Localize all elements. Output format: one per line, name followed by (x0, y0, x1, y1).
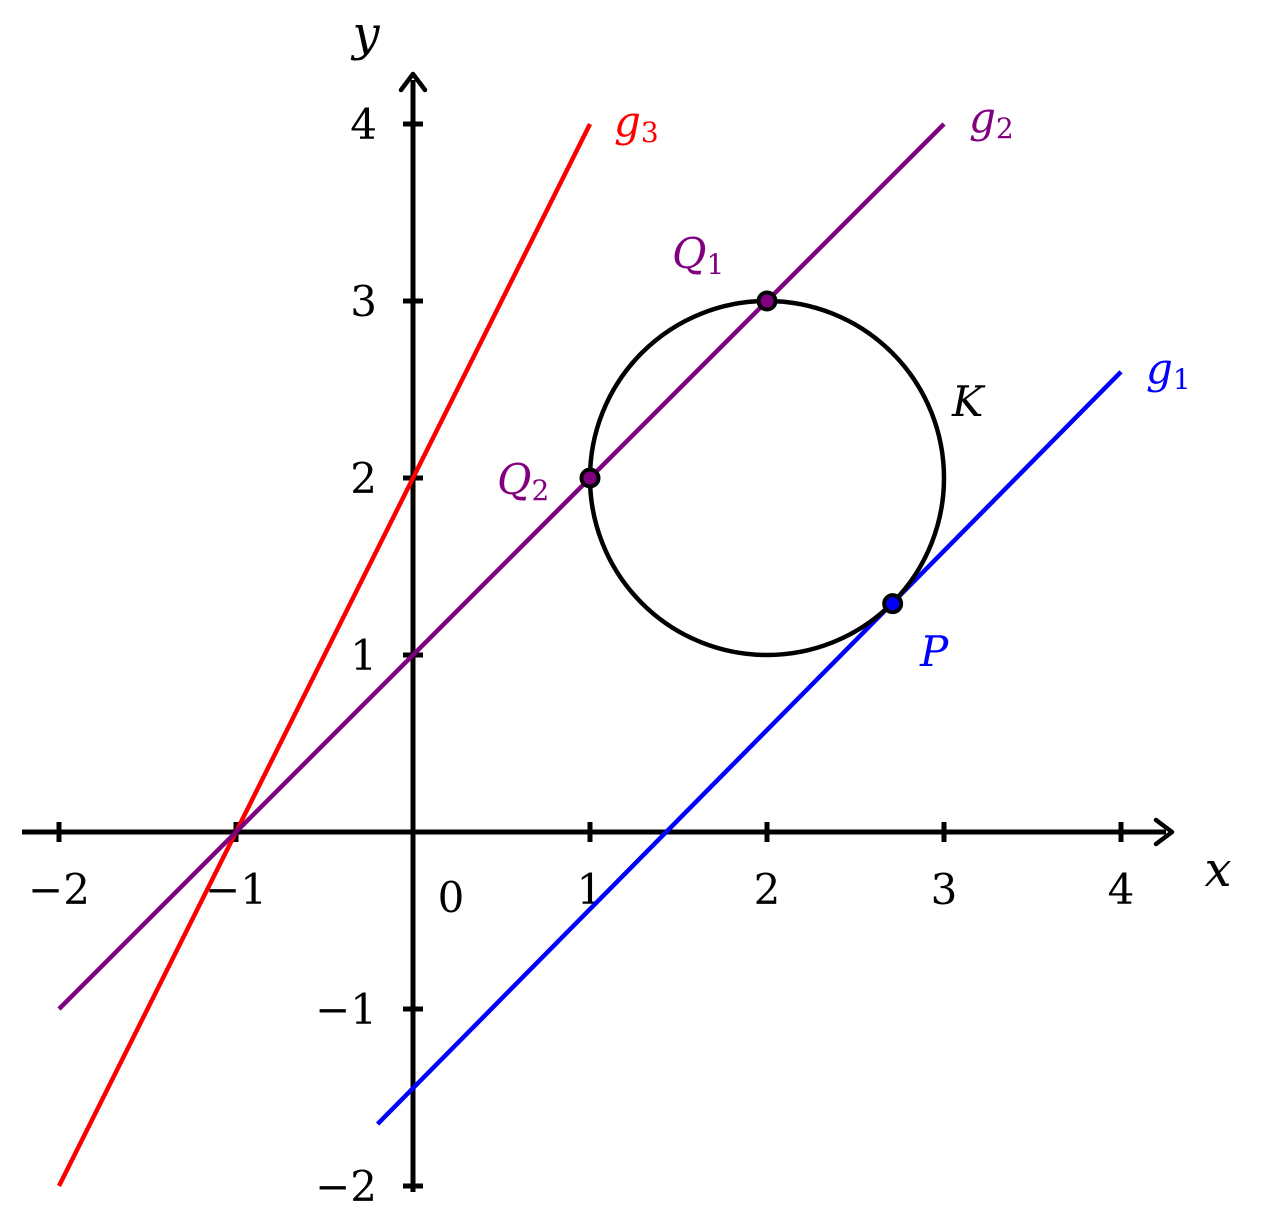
y-axis-arrowhead (398, 71, 428, 93)
label-q1: Q1 (672, 229, 724, 281)
point-q2 (579, 467, 601, 489)
x-tick-label: 4 (1108, 865, 1135, 914)
label-q1-name: Q (672, 229, 706, 278)
label-q2-sub: 2 (531, 474, 549, 507)
label-q2: Q2 (497, 455, 549, 507)
label-q2-name: Q (497, 455, 531, 504)
y-tick-label: 2 (350, 454, 377, 503)
x-axis-ticks: −2 −1 1 2 3 4 (28, 822, 1134, 914)
y-tick-label: 3 (350, 277, 377, 326)
label-g2: g2 (969, 93, 1014, 145)
x-axis (22, 817, 1175, 847)
x-axis-label: x (1204, 842, 1231, 898)
point-q1 (756, 290, 778, 312)
y-tick-label: −1 (315, 985, 377, 1034)
label-g3-sub: 3 (641, 116, 659, 149)
y-tick-label: 4 (350, 100, 377, 149)
line-g2 (57, 122, 946, 1011)
origin-label: 0 (438, 873, 465, 922)
label-g3: g3 (614, 97, 659, 149)
point-p (882, 593, 904, 615)
label-k: K (951, 377, 986, 426)
label-g2-name: g (969, 93, 996, 142)
y-axis-ticks: −2 −1 1 2 3 4 (315, 100, 423, 1211)
label-g1-name: g (1146, 344, 1173, 393)
line-g3 (56, 122, 593, 1188)
label-g1-sub: 1 (1173, 363, 1191, 396)
label-g1: g1 (1146, 344, 1191, 396)
y-tick-label: −2 (315, 1162, 377, 1211)
line-g1 (375, 370, 1123, 1126)
label-g2-sub: 2 (996, 112, 1014, 145)
x-axis-arrowhead (1153, 817, 1175, 847)
y-tick-label: 1 (350, 631, 377, 680)
x-tick-label: 1 (577, 865, 604, 914)
x-tick-label: 2 (754, 865, 781, 914)
label-g3-name: g (614, 97, 641, 146)
y-axis (398, 71, 428, 1192)
y-axis-label: y (350, 6, 380, 62)
x-tick-label: 3 (931, 865, 958, 914)
x-tick-label: −2 (28, 865, 90, 914)
label-p: P (919, 627, 949, 676)
label-q1-sub: 1 (706, 248, 724, 281)
